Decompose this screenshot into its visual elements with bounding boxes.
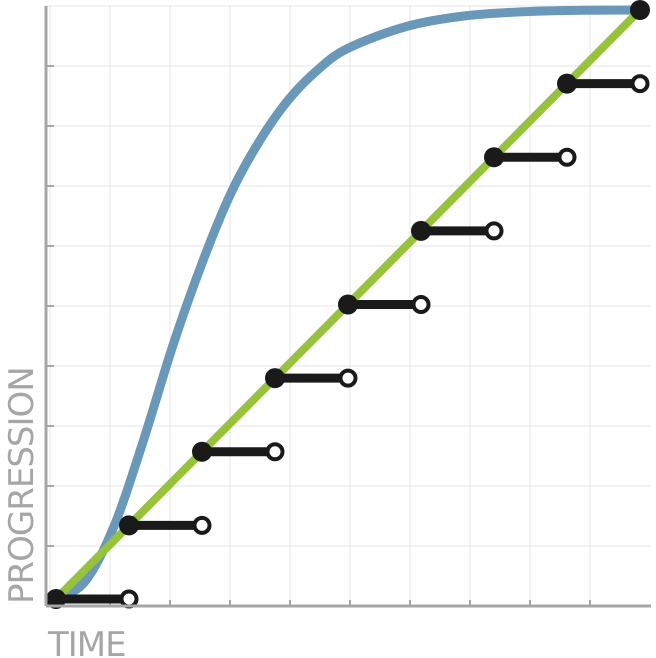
step-start-point <box>265 368 285 389</box>
step-start-point <box>484 147 504 168</box>
step-start-point <box>338 294 358 315</box>
step-start-point <box>46 589 66 609</box>
ease-curve-series <box>51 5 645 604</box>
step-start-point <box>411 220 431 241</box>
grid <box>46 5 651 606</box>
series-layer <box>46 0 650 609</box>
step-end-point-open <box>192 515 212 535</box>
step-end-point-open <box>411 295 431 314</box>
step-end-point-open <box>265 442 285 462</box>
step-end-point-open <box>338 368 358 388</box>
step-series <box>46 0 650 609</box>
step-start-point <box>630 0 650 20</box>
step-start-point <box>192 441 212 462</box>
step-start-point <box>119 515 139 536</box>
step-end-point-open <box>119 589 139 609</box>
axes <box>44 6 651 608</box>
x-axis-label: TIME <box>47 625 126 658</box>
y-axis-label: PROGRESSION <box>2 367 42 604</box>
step-end-point-open <box>630 74 650 94</box>
step-end-point-open <box>484 221 504 241</box>
step-start-point <box>557 73 577 94</box>
step-end-point-open <box>557 147 577 167</box>
